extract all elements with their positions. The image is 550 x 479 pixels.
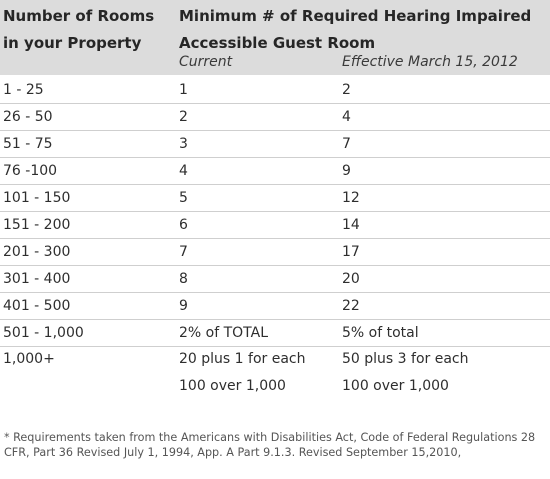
rooms-cell: 51 - 75 [3,136,53,152]
table-row: 151 - 200 6 14 [0,211,550,239]
current-cell-line2: 100 over 1,000 [179,378,286,394]
rooms-cell: 401 - 500 [3,298,71,314]
effective-cell: 9 [342,163,351,179]
effective-subheader: Effective March 15, 2012 [342,54,518,70]
effective-cell: 4 [342,109,351,125]
rooms-cell: 501 - 1,000 [3,325,84,341]
current-cell: 2% of TOTAL [179,325,269,341]
table-row: 401 - 500 9 22 [0,292,550,320]
rooms-cell: 151 - 200 [3,217,71,233]
effective-cell: 7 [342,136,351,152]
rooms-cell: 201 - 300 [3,244,71,260]
rooms-cell: 26 - 50 [3,109,53,125]
current-cell: 4 [179,163,188,179]
table-row: 101 - 150 5 12 [0,184,550,212]
current-cell: 9 [179,298,188,314]
effective-cell: 17 [342,244,360,260]
effective-cell-line1: 50 plus 3 for each [342,351,469,367]
effective-cell: 14 [342,217,360,233]
table-row-last: 1,000+ 20 plus 1 for each 100 over 1,000… [0,345,550,399]
rooms-cell: 301 - 400 [3,271,71,287]
rooms-cell: 1,000+ [3,351,55,367]
current-cell: 3 [179,136,188,152]
table-row: 501 - 1,000 2% of TOTAL 5% of total [0,319,550,347]
current-cell: 8 [179,271,188,287]
effective-cell: 2 [342,82,351,98]
current-cell-line1: 20 plus 1 for each [179,351,306,367]
minimum-header-line1: Minimum # of Required Hearing Impaired [179,7,532,25]
table-row: 26 - 50 2 4 [0,103,550,131]
current-cell: 2 [179,109,188,125]
effective-cell: 5% of total [342,325,419,341]
rooms-header-line2: in your Property [3,34,142,52]
minimum-header-line2: Accessible Guest Room [179,34,376,52]
rooms-cell: 101 - 150 [3,190,71,206]
table-header: Number of Rooms in your Property Minimum… [0,0,550,75]
table-row: 201 - 300 7 17 [0,238,550,266]
table-row: 1 - 25 1 2 [0,76,550,104]
rooms-header-line1: Number of Rooms [3,7,155,25]
current-cell: 1 [179,82,188,98]
table-row: 301 - 400 8 20 [0,265,550,293]
effective-cell: 22 [342,298,360,314]
rooms-cell: 76 -100 [3,163,58,179]
current-cell: 5 [179,190,188,206]
effective-cell: 20 [342,271,360,287]
table-row: 51 - 75 3 7 [0,130,550,158]
table-row: 76 -100 4 9 [0,157,550,185]
current-cell: 6 [179,217,188,233]
footnote: * Requirements taken from the Americans … [4,431,536,459]
effective-cell: 12 [342,190,360,206]
rooms-cell: 1 - 25 [3,82,44,98]
effective-cell-line2: 100 over 1,000 [342,378,449,394]
current-cell: 7 [179,244,188,260]
current-subheader: Current [179,54,233,70]
